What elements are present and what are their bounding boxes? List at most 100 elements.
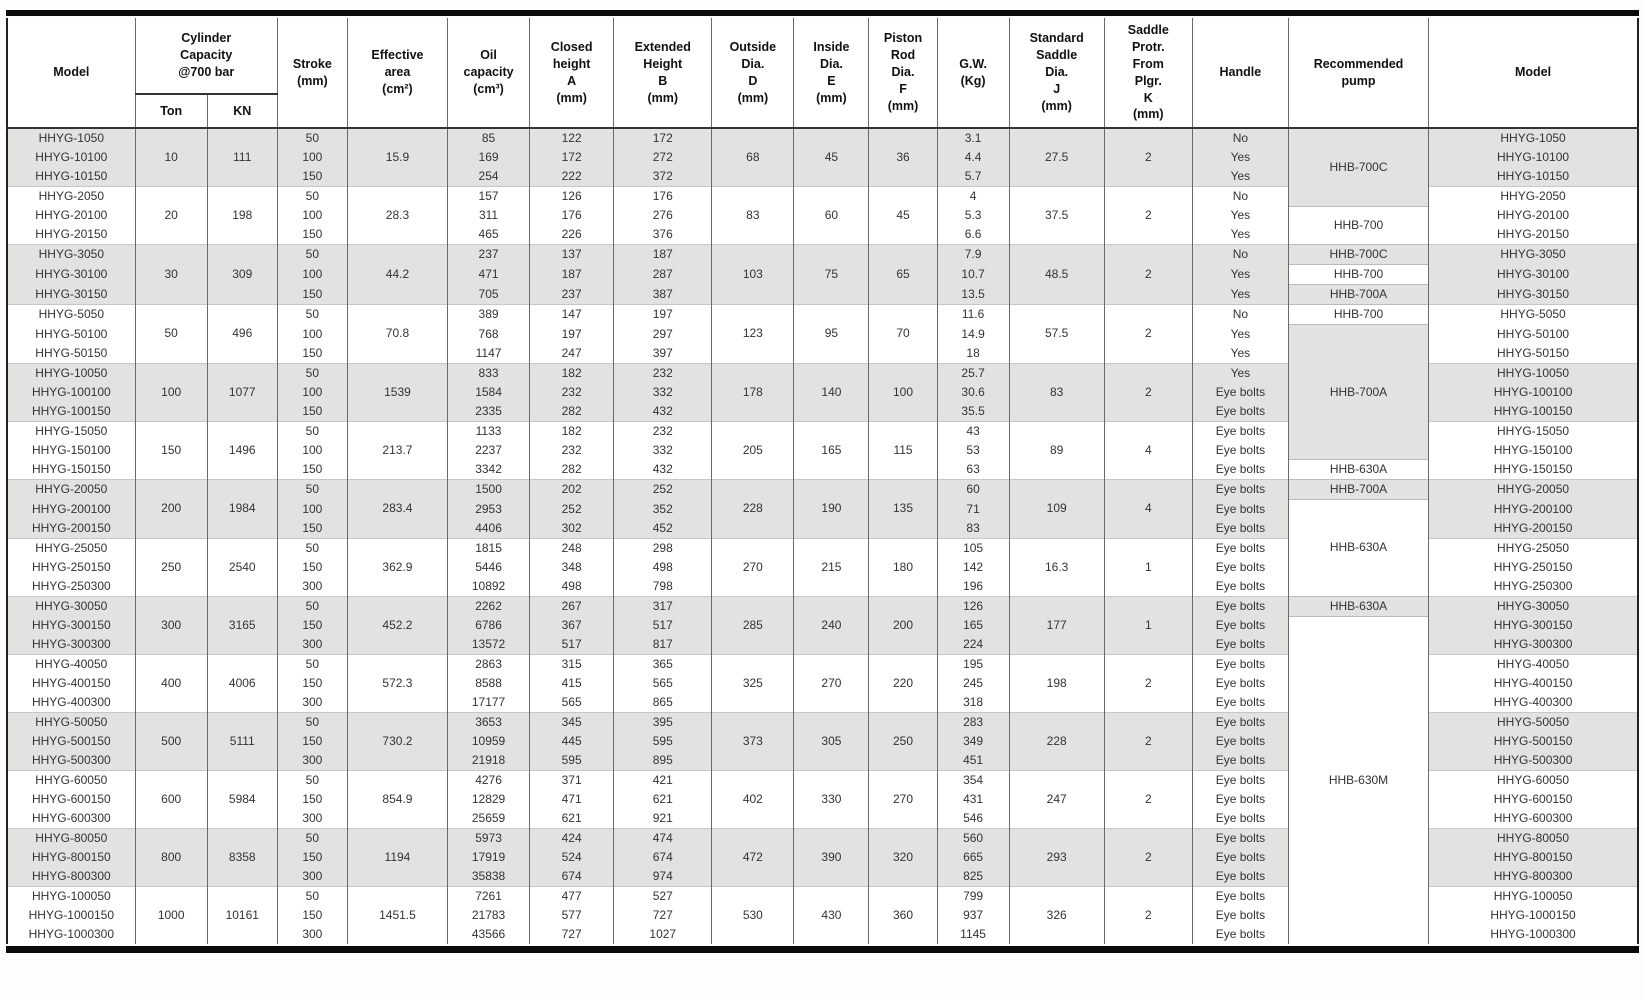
table-row: HHYG-150150 150 3342 282 432 63 Eye bolts HHB-6…: [6, 459, 1639, 480]
cell-gw: 105: [936, 537, 1010, 558]
cell-extended-height: 276: [613, 206, 713, 226]
cell-model-left: HHYG-1050: [6, 128, 136, 149]
table-row: HHYG-500150 150 10959 445 595 349 Eye bolts HHY…: [6, 732, 1639, 752]
cell-recommended-pump: HHB-630A: [1287, 499, 1430, 597]
cell-model-left: HHYG-200100: [6, 499, 136, 519]
cell-gw: 14.9: [936, 324, 1010, 344]
cell-oil-capacity: 471: [446, 264, 531, 285]
cell-inside-dia: 165: [793, 420, 870, 480]
cell-stroke: 50: [276, 479, 348, 500]
cell-piston-rod-dia: 135: [868, 479, 938, 539]
cell-oil-capacity: 1500: [446, 479, 531, 500]
cell-model-left: HHYG-100100: [6, 382, 136, 402]
cell-model-left: HHYG-800300: [6, 867, 136, 887]
cell-extended-height: 421: [613, 770, 713, 791]
cell-handle: Eye bolts: [1191, 809, 1289, 829]
cell-model-right: HHYG-10100: [1428, 148, 1639, 168]
cell-closed-height: 565: [529, 693, 615, 713]
cell-closed-height: 187: [529, 264, 615, 285]
table-row: HHYG-50150 150 1147 247 397 18 Yes HHYG-50150: [6, 343, 1639, 364]
cell-closed-height: 197: [529, 324, 615, 344]
cell-handle: Yes: [1191, 225, 1289, 245]
table-row: HHYG-50050 500 5111 50 730.2 3653 345 395 373 305…: [6, 712, 1639, 771]
cell-handle: Eye bolts: [1191, 654, 1289, 675]
cell-extended-height: 1027: [613, 925, 713, 945]
cell-gw: 318: [936, 693, 1010, 713]
cell-effective-area: 362.9: [346, 537, 449, 597]
cell-extended-height: 197: [613, 304, 713, 325]
cell-oil-capacity: 2237: [446, 440, 531, 460]
cell-outside-dia: 373: [711, 712, 795, 771]
hydraulic-cylinder-spec-table: Model Cylinder Capacity @700 bar Stroke …: [6, 18, 1639, 945]
cell-extended-height: 176: [613, 186, 713, 207]
cell-oil-capacity: 169: [446, 148, 531, 168]
table-row: HHYG-10100 100 169 172 272 4.4 Yes HHYG-10100: [6, 148, 1639, 168]
cell-gw: 43: [936, 420, 1010, 441]
cell-recommended-pump: HHB-700C: [1287, 127, 1430, 207]
cell-saddle-dia: 89: [1008, 420, 1105, 480]
cell-piston-rod-dia: 65: [868, 244, 938, 305]
cell-model-right: HHYG-150150: [1428, 459, 1639, 480]
cell-stroke: 150: [276, 343, 348, 364]
table-row: HHYG-600300 300 25659 621 921 546 Eye bolts HHY…: [6, 809, 1639, 829]
cell-stroke: 100: [276, 499, 348, 519]
cell-outside-dia: 68: [711, 128, 795, 187]
header-ton: Ton: [134, 93, 208, 130]
cell-saddle-dia: 83: [1008, 362, 1105, 422]
cell-model-left: HHYG-20100: [6, 206, 136, 226]
cell-model-right: HHYG-200150: [1428, 518, 1639, 539]
cell-model-left: HHYG-300300: [6, 635, 136, 655]
cell-recommended-pump: HHB-630A: [1287, 595, 1430, 617]
table-row: HHYG-300150 150 6786 367 517 165 Eye bolts HHB-…: [6, 615, 1639, 945]
cell-kn: 5111: [206, 712, 278, 771]
cell-inside-dia: 430: [793, 886, 870, 945]
cell-stroke: 300: [276, 635, 348, 655]
cell-model-left: HHYG-5050: [6, 304, 136, 325]
cell-model-right: HHYG-20100: [1428, 206, 1639, 226]
table-row: HHYG-30100 100 471 187 287 10.7 Yes HHB-700 HHYG…: [6, 264, 1639, 285]
cell-stroke: 300: [276, 809, 348, 829]
cell-model-left: HHYG-500150: [6, 732, 136, 752]
cell-gw: 30.6: [936, 382, 1010, 402]
cell-extended-height: 895: [613, 751, 713, 771]
cell-gw: 3.1: [936, 128, 1010, 149]
cell-oil-capacity: 389: [446, 304, 531, 325]
table-row: HHYG-1000150 150 21783 577 727 937 Eye bolts HH…: [6, 906, 1639, 926]
cell-saddle-dia: 293: [1008, 828, 1105, 887]
header-oil-capacity: Oil capacity (cm³): [446, 18, 531, 130]
cell-model-right: HHYG-1000150: [1428, 906, 1639, 926]
cell-saddle-protr: 2: [1103, 828, 1193, 887]
cell-stroke: 150: [276, 557, 348, 577]
cell-model-right: HHYG-300150: [1428, 616, 1639, 636]
cell-stroke: 100: [276, 440, 348, 460]
cell-inside-dia: 270: [793, 654, 870, 713]
cell-gw: 546: [936, 809, 1010, 829]
table-row: HHYG-100150 150 2335 282 432 35.5 Eye bolts HHY…: [6, 401, 1639, 422]
header-piston-rod-dia: Piston Rod Dia. F (mm): [868, 18, 938, 130]
cell-closed-height: 282: [529, 459, 615, 480]
cell-model-left: HHYG-150100: [6, 440, 136, 460]
cell-oil-capacity: 705: [446, 284, 531, 305]
cell-gw: 60: [936, 479, 1010, 500]
cell-stroke: 300: [276, 576, 348, 597]
header-extended-height: Extended Height B (mm): [613, 18, 713, 130]
cell-closed-height: 302: [529, 518, 615, 539]
cell-model-right: HHYG-20150: [1428, 225, 1639, 245]
cell-handle: Eye bolts: [1191, 886, 1289, 907]
cell-oil-capacity: 5973: [446, 828, 531, 849]
cell-ton: 100: [134, 362, 208, 422]
cell-extended-height: 674: [613, 848, 713, 868]
cell-model-right: HHYG-150100: [1428, 440, 1639, 460]
cell-stroke: 150: [276, 225, 348, 245]
cell-model-left: HHYG-100050: [6, 886, 136, 907]
cell-handle: Eye bolts: [1191, 828, 1289, 849]
cell-model-right: HHYG-80050: [1428, 828, 1639, 849]
cell-extended-height: 232: [613, 420, 713, 441]
header-saddle-protr: Saddle Protr. From Plgr. K (mm): [1103, 18, 1193, 130]
cell-effective-area: 44.2: [346, 244, 449, 305]
cell-oil-capacity: 13572: [446, 635, 531, 655]
cell-model-right: HHYG-30050: [1428, 595, 1639, 617]
cell-saddle-dia: 27.5: [1008, 128, 1105, 187]
header-gw: G.W. (Kg): [936, 18, 1010, 130]
header-outside-dia: Outside Dia. D (mm): [711, 18, 795, 130]
